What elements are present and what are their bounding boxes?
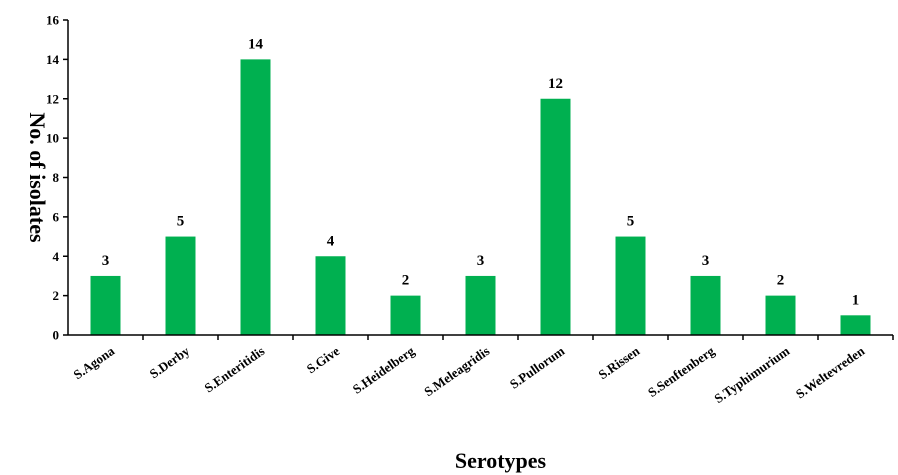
- bar: [615, 236, 646, 335]
- y-tick-label: 8: [53, 170, 60, 185]
- bar: [765, 295, 796, 335]
- y-tick-label: 2: [53, 288, 60, 303]
- data-label: 5: [627, 214, 635, 230]
- bars: [90, 59, 894, 340]
- y-tick-label: 6: [53, 209, 60, 224]
- bar: [90, 275, 121, 335]
- data-label: 5: [177, 214, 185, 230]
- y-tick-label: 12: [46, 91, 59, 106]
- x-category-label: S.Pullorum: [507, 343, 568, 392]
- x-category-label: S.Rissen: [595, 343, 642, 382]
- x-category-label: S.Enteritidis: [202, 343, 268, 395]
- bar: [465, 275, 496, 335]
- data-label: 12: [548, 76, 563, 92]
- bar: [390, 295, 421, 335]
- y-tick-label: 16: [46, 13, 60, 28]
- data-labels: 3 5 14 4 2 3 12 5 3 2 1: [102, 36, 860, 308]
- y-tick-label: 10: [46, 131, 59, 146]
- x-category-label: S.Agona: [70, 343, 117, 382]
- x-axis-title: Serotypes: [455, 448, 547, 473]
- x-category-label: S.Derby: [147, 343, 193, 381]
- x-category-label: S.Give: [304, 343, 343, 376]
- x-category-label: S.Weltevreden: [793, 343, 868, 402]
- data-label: 3: [102, 253, 110, 269]
- data-label: 1: [852, 292, 860, 308]
- y-axis-ticks: 0 2 4 6 8 10 12 14 16: [46, 13, 68, 343]
- x-category-label: S.Heidelberg: [350, 343, 418, 397]
- y-tick-label: 0: [53, 328, 60, 343]
- data-label: 2: [777, 273, 785, 289]
- data-label: 2: [402, 273, 410, 289]
- x-category-label: S.Typhimurium: [711, 343, 792, 406]
- data-label: 14: [248, 36, 264, 52]
- bar: [165, 236, 196, 335]
- data-label: 4: [327, 233, 335, 249]
- bar: [315, 256, 346, 335]
- bar: [840, 315, 871, 335]
- data-label: 3: [477, 253, 485, 269]
- category-labels: S.Agona S.Derby S.Enteritidis S.Give S.Heide…: [70, 343, 867, 406]
- bar: [690, 275, 721, 335]
- y-tick-label: 14: [46, 52, 60, 67]
- y-tick-label: 4: [53, 249, 60, 264]
- y-axis-title: No. of isolates: [25, 112, 50, 243]
- x-category-label: S.Senftenberg: [645, 343, 718, 400]
- x-category-label: S.Meleagridis: [421, 343, 492, 399]
- bar: [540, 98, 571, 335]
- bar: [240, 59, 271, 335]
- data-label: 3: [702, 253, 710, 269]
